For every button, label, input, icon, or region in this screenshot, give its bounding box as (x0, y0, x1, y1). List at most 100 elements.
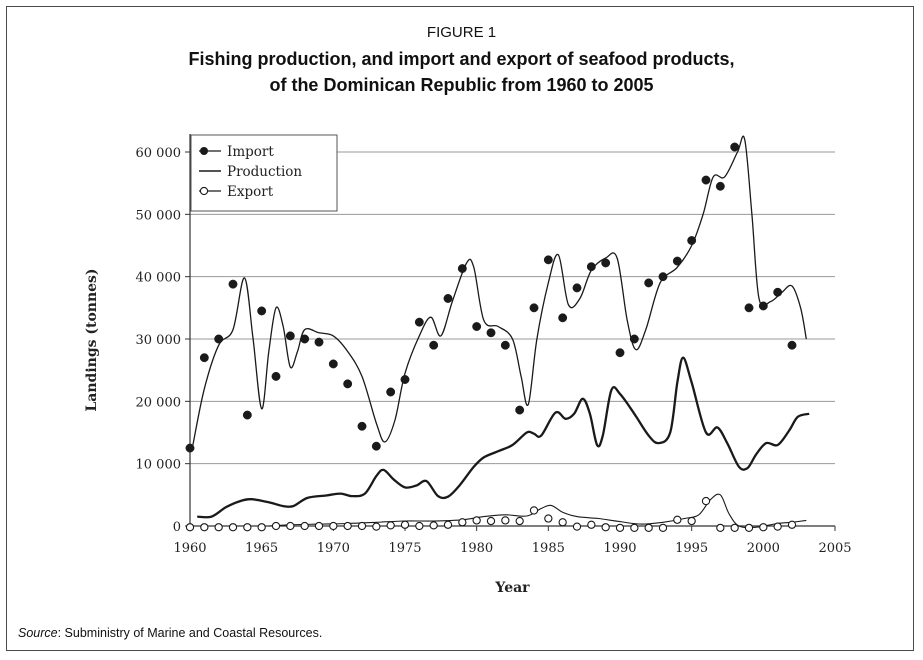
import-point-6 (271, 371, 281, 381)
export-point-31 (630, 523, 639, 533)
import-point-12 (357, 421, 367, 431)
import-point-34 (672, 256, 682, 266)
export-point-22 (501, 516, 510, 525)
export-point-34 (673, 515, 682, 524)
x-axis-label: Year (494, 580, 530, 596)
export-point-42 (787, 520, 797, 529)
import-series-line (192, 135, 807, 446)
import-point-31 (629, 334, 639, 344)
export-point-2 (214, 523, 223, 532)
y-tick-label-30000: 30 000 (136, 333, 182, 348)
export-point-38 (730, 523, 739, 533)
import-point-23 (515, 405, 525, 415)
source-prefix: Source (18, 626, 58, 640)
import-point-0 (185, 443, 195, 453)
y-axis-label: Landings (tonnes) (84, 268, 100, 411)
import-point-25 (543, 255, 553, 265)
export-point-25 (544, 514, 553, 523)
export-point-15 (400, 520, 410, 529)
export-point-10 (329, 521, 338, 531)
figure-title-line-1: Fishing production, and import and expor… (188, 49, 735, 69)
import-point-30 (615, 348, 625, 358)
x-tick-label-2000: 2000 (747, 541, 780, 556)
import-point-9 (314, 337, 324, 347)
legend-import-label: Import (227, 144, 274, 160)
import-point-16 (414, 317, 424, 327)
x-tick-label-1970: 1970 (317, 541, 350, 556)
export-point-8 (300, 521, 309, 531)
legend-export-label: Export (227, 184, 274, 200)
export-point-13 (372, 522, 381, 531)
import-point-37 (715, 181, 725, 191)
export-point-4 (243, 523, 252, 532)
export-point-33 (658, 523, 668, 533)
x-tick-label-1990: 1990 (603, 541, 636, 556)
export-point-23 (515, 516, 524, 526)
figure-title: Fishing production, and import and expor… (0, 46, 923, 98)
export-point-41 (773, 522, 782, 531)
export-point-9 (314, 521, 324, 531)
import-point-17 (429, 340, 439, 350)
export-point-17 (429, 521, 438, 530)
import-point-5 (257, 306, 267, 316)
import-point-11 (343, 379, 353, 389)
y-tick-label-40000: 40 000 (136, 271, 182, 286)
import-point-4 (242, 410, 252, 420)
export-point-24 (529, 506, 539, 515)
import-point-22 (500, 340, 510, 350)
export-point-32 (644, 523, 653, 533)
y-tick-label-20000: 20 000 (136, 395, 182, 410)
x-tick-label-1975: 1975 (388, 541, 421, 556)
legend-box (190, 134, 338, 212)
export-point-37 (716, 523, 725, 533)
import-point-7 (285, 331, 295, 341)
export-point-16 (415, 521, 424, 531)
import-point-18 (443, 294, 453, 303)
export-point-11 (343, 521, 352, 531)
import-point-41 (773, 287, 783, 297)
export-point-39 (744, 523, 754, 533)
import-point-36 (701, 175, 711, 185)
import-point-1 (199, 353, 209, 363)
export-point-28 (587, 520, 596, 529)
source-text: : Subministry of Marine and Coastal Reso… (57, 626, 323, 640)
export-point-19 (458, 518, 467, 527)
export-point-1 (200, 523, 209, 532)
import-point-26 (558, 313, 568, 323)
export-point-7 (286, 521, 295, 531)
legend-production-label: Production (227, 164, 302, 180)
import-point-19 (457, 264, 467, 274)
import-point-21 (486, 328, 496, 338)
y-tick-label-60000: 60 000 (136, 146, 182, 161)
figure-title-line-2: of the Dominican Republic from 1960 to 2… (269, 75, 654, 95)
import-point-15 (400, 375, 410, 384)
source-note: Source: Subministry of Marine and Coasta… (18, 626, 322, 640)
export-point-30 (615, 523, 625, 533)
y-tick-label-0: 0 (173, 520, 181, 535)
production-series-line (197, 356, 810, 519)
x-tick-label-1995: 1995 (675, 541, 708, 556)
x-tick-label-1985: 1985 (532, 541, 565, 556)
export-point-18 (443, 520, 453, 529)
export-point-35 (687, 516, 696, 526)
import-point-42 (787, 340, 797, 350)
export-series-line (268, 493, 807, 529)
export-point-6 (271, 521, 281, 531)
x-tick-label-1980: 1980 (460, 541, 493, 556)
export-point-14 (386, 521, 395, 530)
import-point-39 (744, 303, 754, 313)
import-point-29 (601, 258, 611, 268)
import-point-20 (472, 322, 482, 331)
import-point-32 (644, 278, 654, 288)
export-point-29 (601, 523, 610, 532)
import-point-24 (529, 303, 539, 313)
y-tick-label-50000: 50 000 (136, 208, 182, 223)
export-point-12 (357, 521, 367, 531)
x-tick-label-1965: 1965 (245, 541, 278, 556)
export-point-0 (185, 523, 195, 532)
figure-frame (6, 6, 914, 651)
import-point-35 (687, 236, 697, 245)
import-point-33 (658, 272, 668, 282)
x-tick-label-2005: 2005 (818, 541, 851, 556)
import-point-2 (214, 334, 224, 344)
